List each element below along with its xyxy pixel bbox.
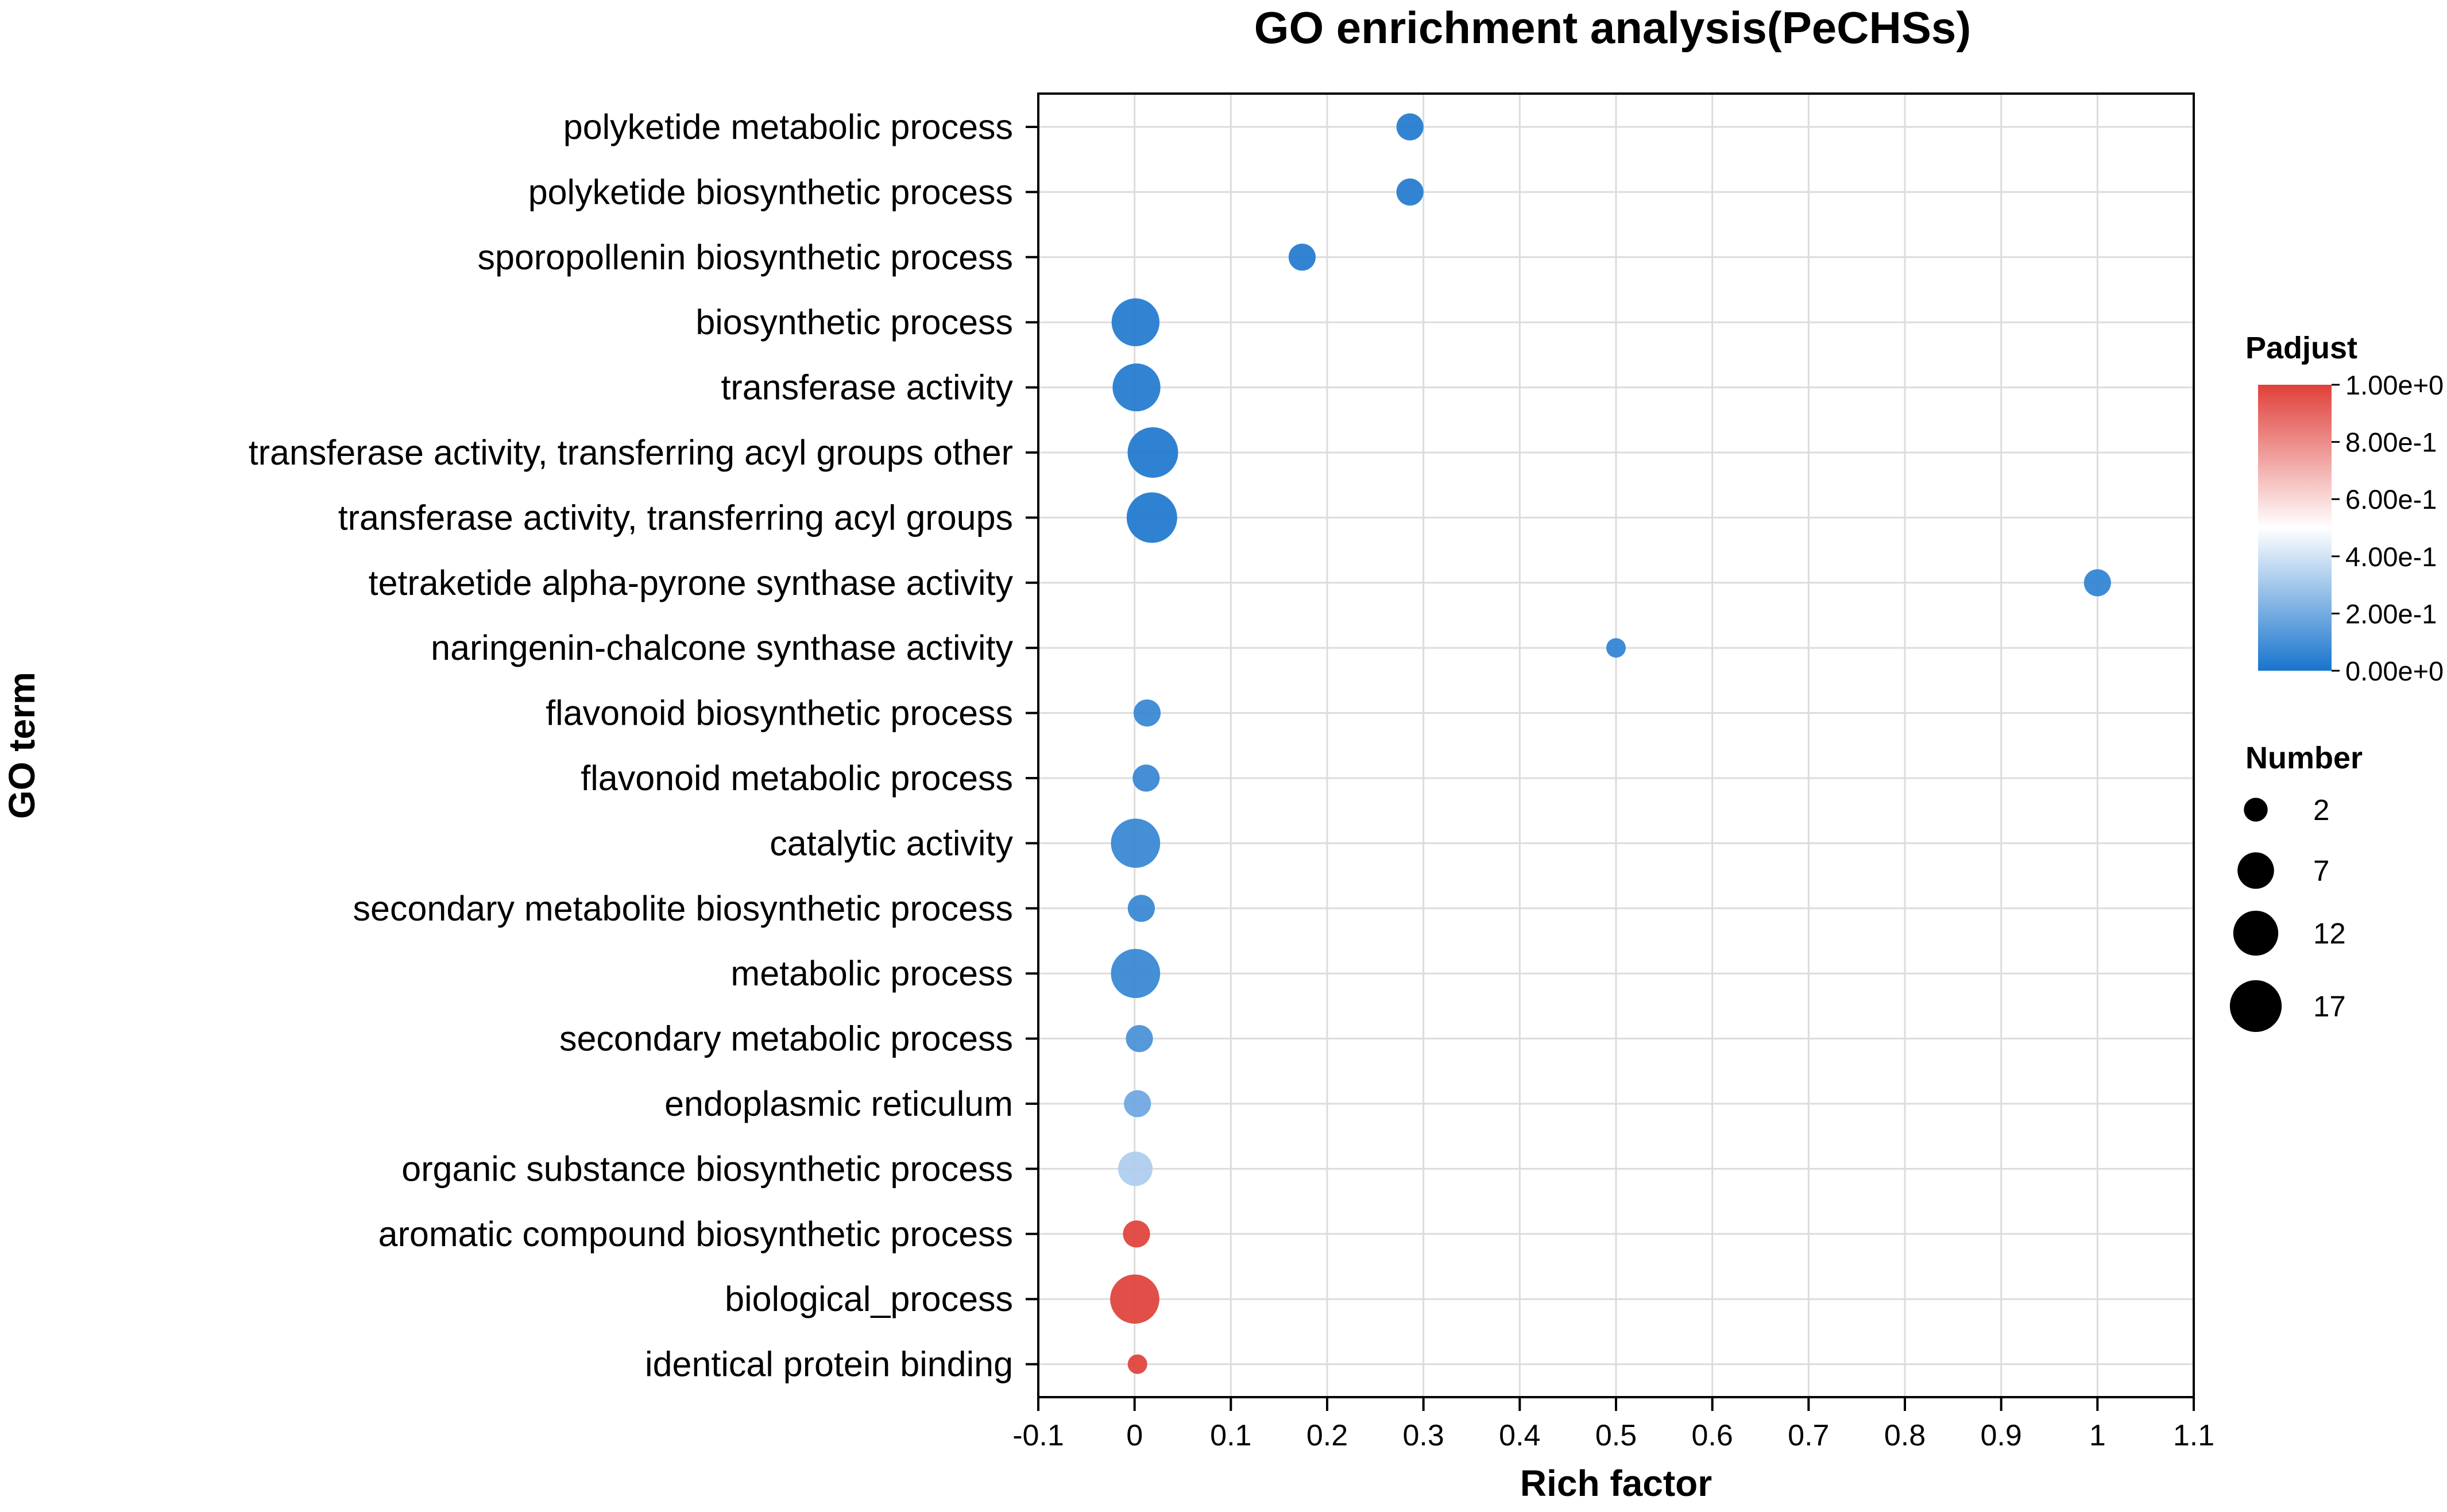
y-tick-label: flavonoid biosynthetic process [546, 694, 1013, 733]
y-tick-label: endoplasmic reticulum [664, 1084, 1013, 1123]
size-legend-dot [2233, 910, 2279, 956]
color-bar-label: 4.00e-1 [2345, 542, 2437, 572]
size-legend-dot [2244, 798, 2268, 822]
data-point [1396, 113, 1424, 141]
color-legend-title: Padjust [2245, 331, 2357, 365]
data-point [1126, 1025, 1153, 1053]
y-tick-label: aromatic compound biosynthetic process [378, 1215, 1013, 1254]
x-axis: -0.1 0 0.1 0.2 0.3 0.4 0.5 0.6 0.7 0.8 0.9 1 1.1 [1012, 1397, 2214, 1452]
y-tick-label: transferase activity, transferring acyl … [338, 498, 1013, 537]
grid-lines [1037, 94, 2195, 1397]
y-tick-label: biosynthetic process [695, 303, 1013, 342]
data-point [1111, 818, 1161, 868]
y-tick-label: metabolic process [730, 954, 1013, 993]
x-tick-label: -0.1 [1012, 1419, 1064, 1452]
x-tick-label: 0.5 [1595, 1419, 1637, 1452]
y-axis: polyketide metabolic process polyketide b… [249, 107, 1038, 1384]
size-legend-label: 17 [2313, 990, 2346, 1023]
color-bar [2258, 385, 2332, 671]
y-tick-label: polyketide biosynthetic process [528, 172, 1013, 211]
data-point [1123, 1220, 1150, 1248]
color-bar-label: 0.00e+0 [2345, 656, 2444, 686]
y-tick-label: naringenin-chalcone synthase activity [431, 628, 1013, 667]
y-tick-label: transferase activity [721, 368, 1013, 407]
size-legend-label: 12 [2313, 917, 2346, 950]
y-tick-label: sporopollenin biosynthetic process [478, 238, 1013, 277]
size-legend-label: 7 [2313, 854, 2329, 887]
data-point [1132, 764, 1160, 792]
x-tick-label: 0 [1126, 1419, 1143, 1452]
data-point [1396, 178, 1424, 206]
x-axis-title: Rich factor [1520, 1463, 1712, 1504]
y-tick-label: transferase activity, transferring acyl … [249, 433, 1013, 472]
color-bar-label: 2.00e-1 [2345, 598, 2437, 629]
data-point [1112, 363, 1161, 412]
y-tick-label: identical protein binding [645, 1345, 1013, 1384]
legend: Padjust 1.00e+0 8.00e-1 6.00e-1 4.00e-1 2.00… [2229, 331, 2444, 1033]
data-point [1288, 243, 1316, 271]
size-legend-label: 2 [2313, 794, 2329, 826]
size-legend-title: Number [2245, 741, 2363, 775]
x-tick-label: 0.7 [1788, 1419, 1829, 1452]
x-tick-label: 0.2 [1306, 1419, 1348, 1452]
y-tick-label: flavonoid metabolic process [581, 759, 1013, 798]
data-point [1127, 895, 1155, 922]
data-point [1126, 492, 1177, 543]
size-legend-dot [2237, 852, 2274, 889]
size-legend-items: 2 7 12 17 [2229, 794, 2346, 1033]
y-tick-label: organic substance biosynthetic process [401, 1149, 1013, 1188]
x-tick-label: 1.1 [2173, 1419, 2214, 1452]
x-tick-label: 0.1 [1210, 1419, 1251, 1452]
y-tick-label: biological_process [725, 1279, 1013, 1318]
x-tick-label: 0.8 [1884, 1419, 1926, 1452]
color-bar-label: 1.00e+0 [2345, 370, 2444, 400]
data-point [1127, 1354, 1147, 1374]
y-tick-label: catalytic activity [770, 823, 1013, 863]
x-tick-label: 0.9 [1981, 1419, 2022, 1452]
data-point [1111, 949, 1161, 999]
x-tick-label: 1 [2089, 1419, 2106, 1452]
color-bar-ticks: 1.00e+0 8.00e-1 6.00e-1 4.00e-1 2.00e-1 0.00e… [2332, 370, 2444, 686]
color-bar-label: 6.00e-1 [2345, 484, 2437, 515]
data-point [1127, 427, 1178, 478]
color-bar-label: 8.00e-1 [2345, 427, 2437, 458]
data-point [1124, 1090, 1151, 1117]
chart-title: GO enrichment analysis(PeCHSs) [1254, 2, 1971, 53]
y-tick-label: tetraketide alpha-pyrone synthase activi… [369, 563, 1014, 602]
size-legend-dot [2229, 980, 2282, 1033]
data-point [1606, 638, 1626, 658]
data-point [1118, 1151, 1153, 1186]
data-point [1133, 699, 1161, 727]
data-point [1110, 1274, 1159, 1324]
x-tick-label: 0.3 [1403, 1419, 1444, 1452]
y-tick-label: secondary metabolite biosynthetic proces… [353, 889, 1013, 928]
y-tick-label: polyketide metabolic process [563, 107, 1013, 146]
data-points [1110, 113, 2111, 1374]
y-tick-label: secondary metabolic process [559, 1019, 1013, 1058]
data-point [2083, 569, 2111, 597]
x-tick-label: 0.6 [1692, 1419, 1733, 1452]
x-tick-label: 0.4 [1499, 1419, 1540, 1452]
data-point [1111, 298, 1160, 346]
y-axis-title: GO term [1, 672, 42, 819]
